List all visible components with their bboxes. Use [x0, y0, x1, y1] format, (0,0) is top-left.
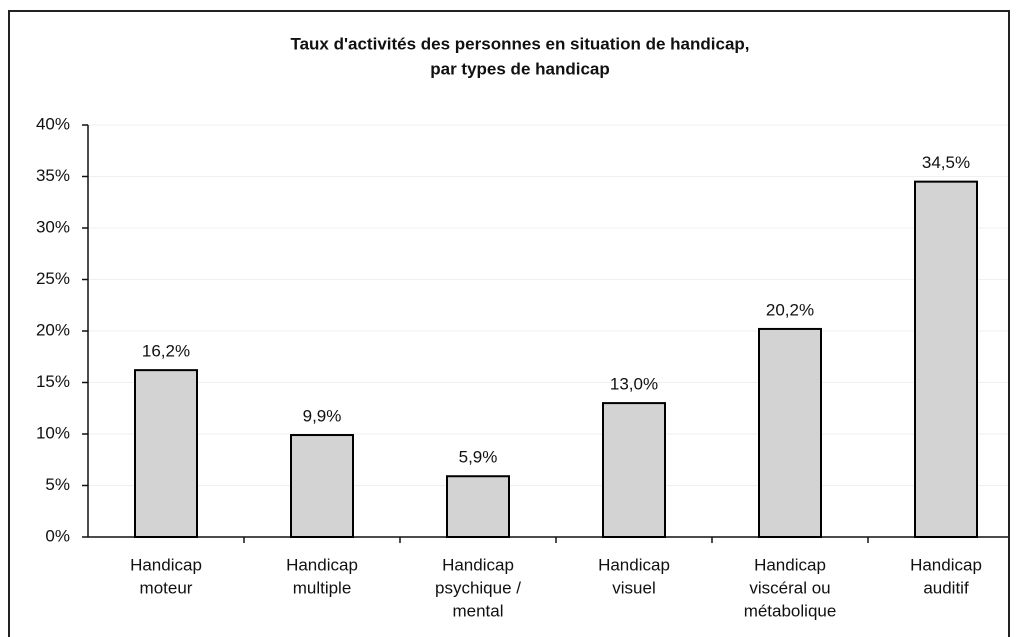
value-label: 20,2%: [766, 300, 814, 319]
x-tick-label: psychique /: [435, 578, 521, 597]
value-label: 34,5%: [922, 153, 970, 172]
x-tick-label: Handicap: [754, 555, 826, 574]
value-label: 5,9%: [459, 448, 498, 467]
x-tick-label: moteur: [140, 578, 193, 597]
x-tick-label: Handicap: [910, 555, 982, 574]
chart-frame: [8, 10, 1010, 637]
bar: [446, 475, 510, 539]
y-tick-label: 35%: [36, 166, 70, 185]
x-tick-label: Handicap: [598, 555, 670, 574]
value-label: 9,9%: [303, 407, 342, 426]
x-tick-label: Handicap: [130, 555, 202, 574]
x-tick-label: métabolique: [744, 601, 837, 620]
value-label: 13,0%: [610, 375, 658, 394]
y-tick-label: 10%: [36, 423, 70, 442]
x-tick-label: visuel: [612, 578, 655, 597]
chart-title: par types de handicap: [430, 59, 610, 78]
y-tick-label: 20%: [36, 320, 70, 339]
x-tick-label: auditif: [923, 578, 969, 597]
y-tick-label: 0%: [45, 526, 70, 545]
bar: [914, 180, 978, 538]
bar: [602, 402, 666, 538]
y-tick-label: 5%: [45, 475, 70, 494]
y-tick-label: 30%: [36, 217, 70, 236]
value-label: 16,2%: [142, 342, 190, 361]
x-tick-label: mental: [452, 601, 503, 620]
y-tick-label: 25%: [36, 269, 70, 288]
x-tick-label: multiple: [293, 578, 352, 597]
x-tick-label: viscéral ou: [749, 578, 830, 597]
x-tick-label: Handicap: [286, 555, 358, 574]
y-tick-label: 15%: [36, 372, 70, 391]
x-tick-label: Handicap: [442, 555, 514, 574]
bar: [134, 369, 198, 539]
y-tick-label: 40%: [36, 114, 70, 133]
chart-title: Taux d'activités des personnes en situat…: [290, 34, 749, 53]
bar: [290, 434, 354, 538]
bar: [758, 327, 822, 538]
